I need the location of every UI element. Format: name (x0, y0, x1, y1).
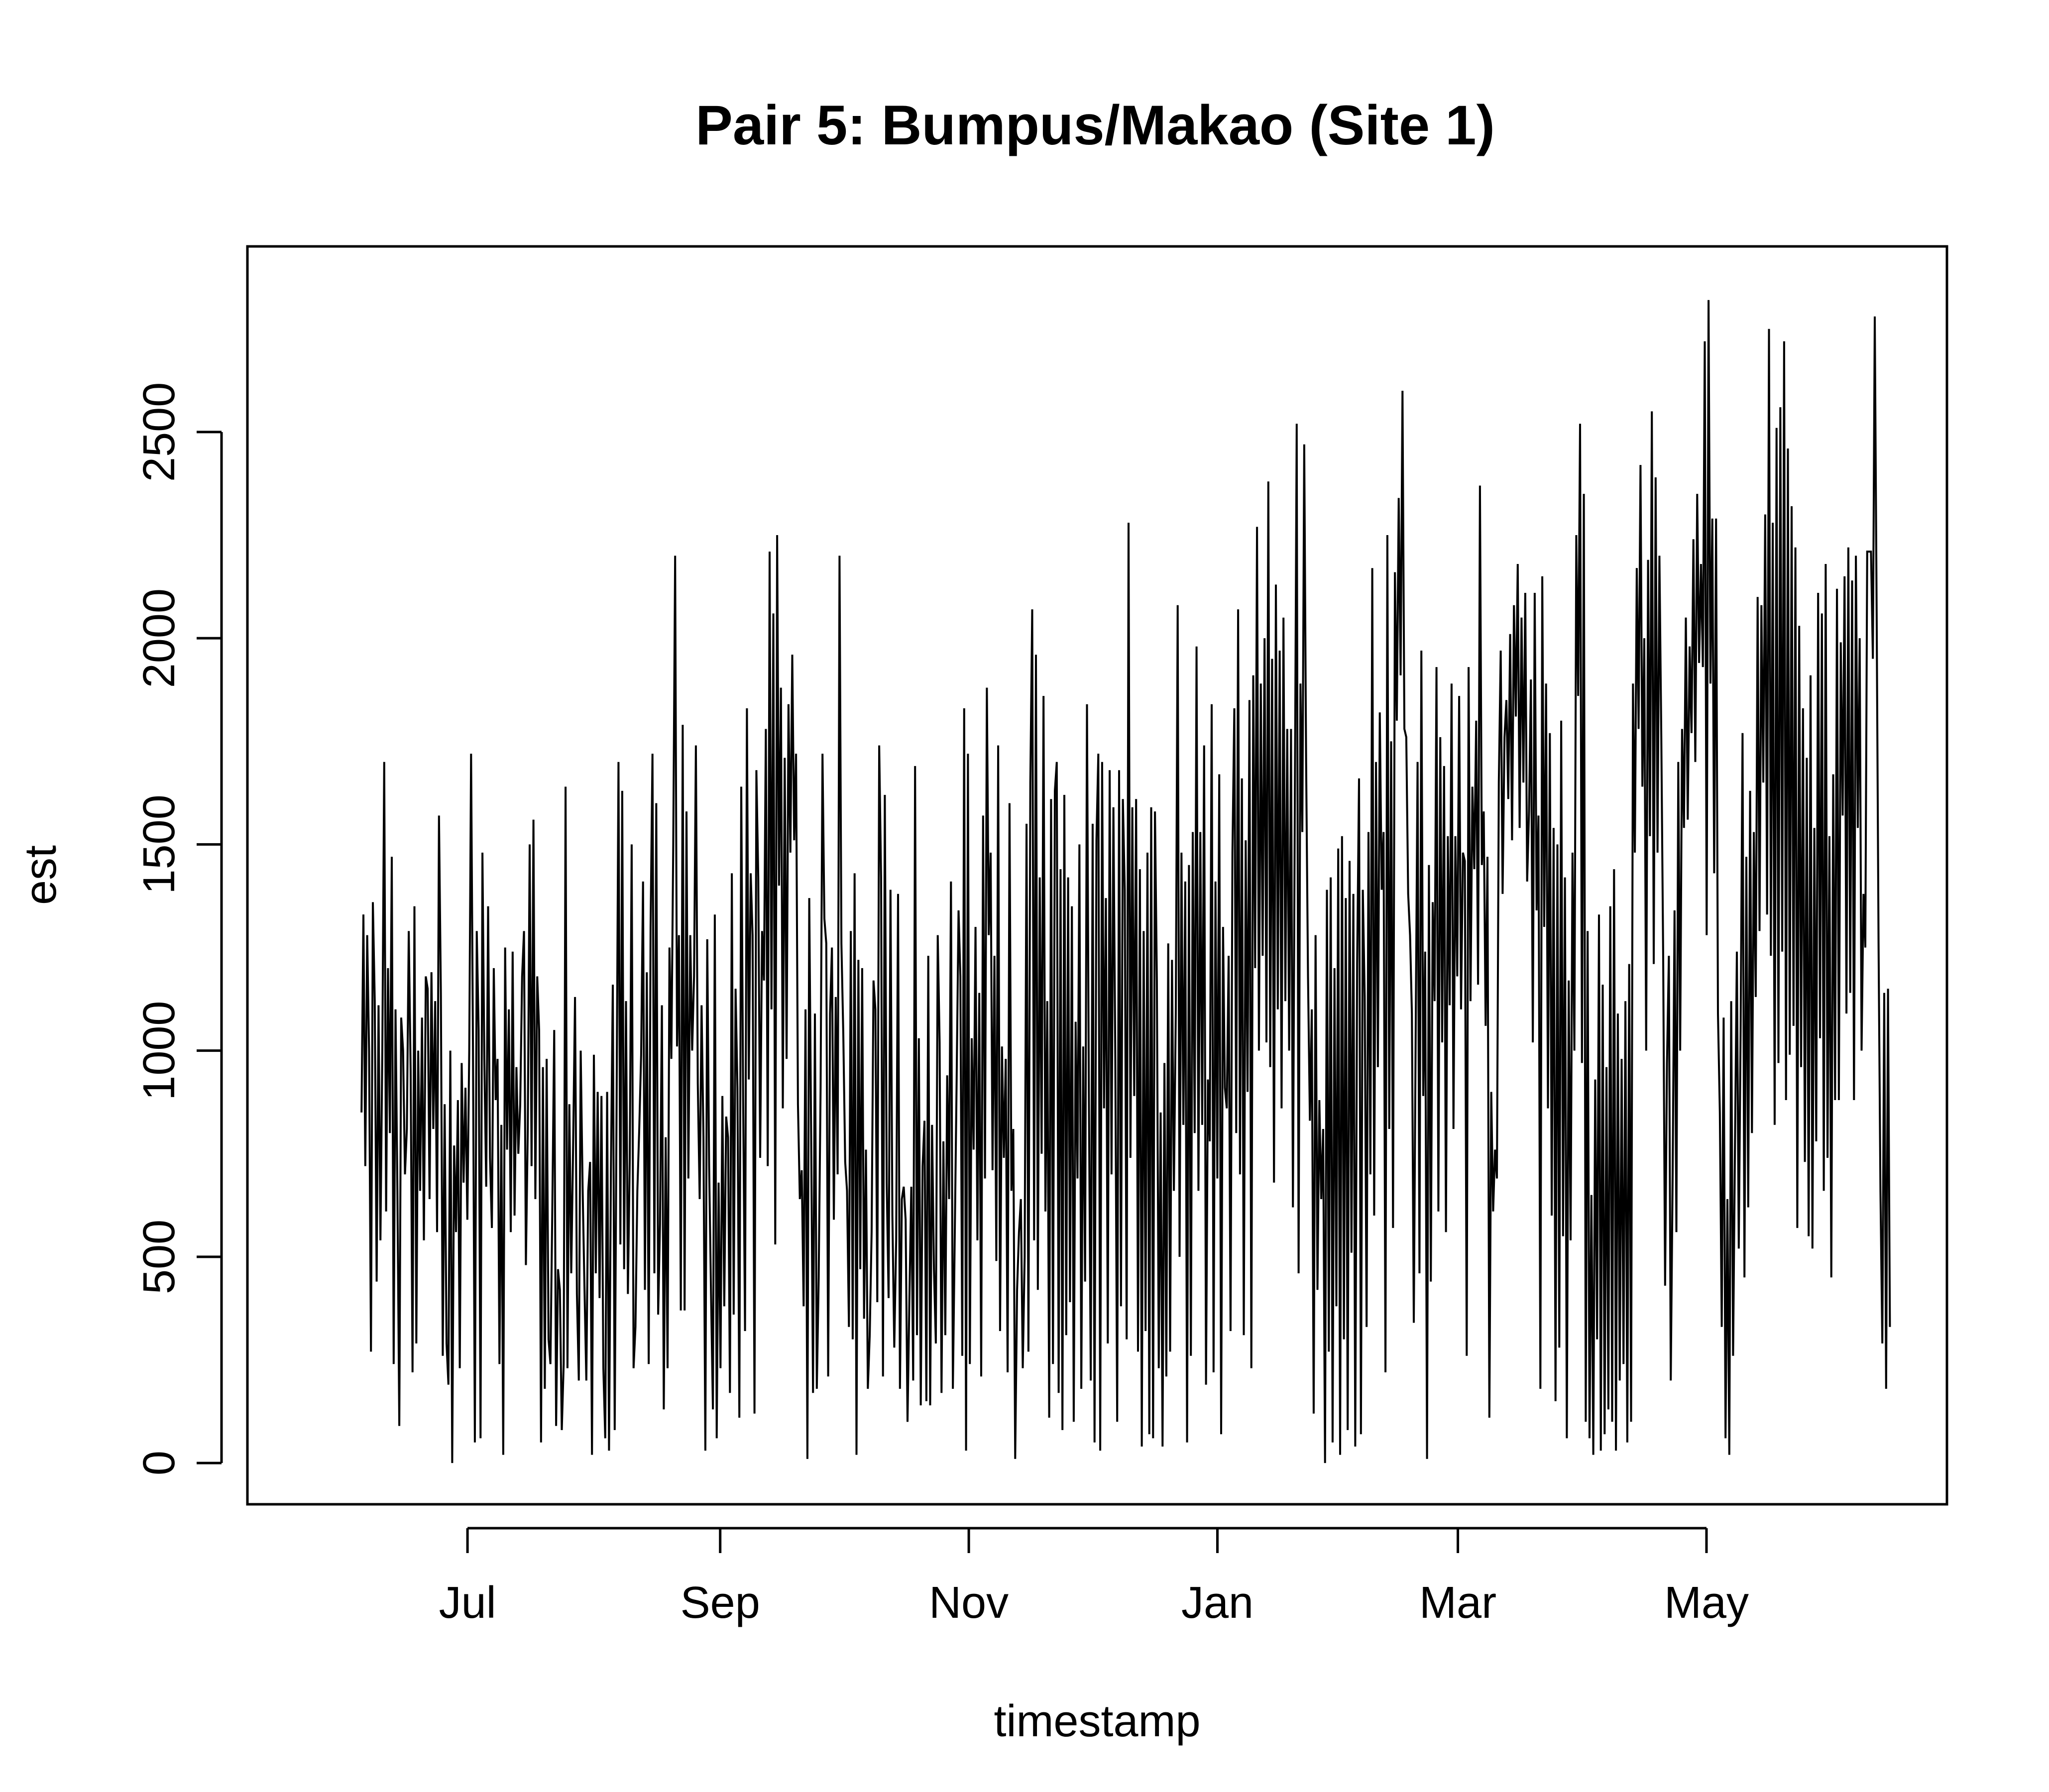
x-tick-label: Mar (1419, 1578, 1496, 1628)
y-tick-label: 2500 (134, 382, 184, 482)
x-axis-title: timestamp (994, 1696, 1200, 1746)
y-tick-label: 1000 (134, 1001, 184, 1101)
y-tick-label: 1500 (134, 794, 184, 894)
series-group (360, 300, 1891, 1463)
x-tick-label: Nov (929, 1578, 1009, 1628)
x-axis: Jul Sep Nov Jan Mar May (439, 1527, 1749, 1628)
y-tick-label: 0 (134, 1451, 184, 1475)
x-tick-label: Sep (681, 1578, 760, 1628)
series-line (360, 300, 1891, 1463)
chart-title: Pair 5: Bumpus/Makao (Site 1) (695, 94, 1495, 156)
plot-area-frame (246, 245, 1948, 1506)
y-tick-label: 2000 (134, 588, 184, 688)
x-tick-label: Jan (1181, 1578, 1253, 1628)
y-axis-title: est (16, 845, 66, 905)
y-axis: 0 500 1000 1500 2000 2500 (134, 382, 223, 1475)
x-tick-label: May (1664, 1578, 1749, 1628)
y-tick-label: 500 (134, 1220, 184, 1294)
x-tick-label: Jul (439, 1578, 496, 1628)
